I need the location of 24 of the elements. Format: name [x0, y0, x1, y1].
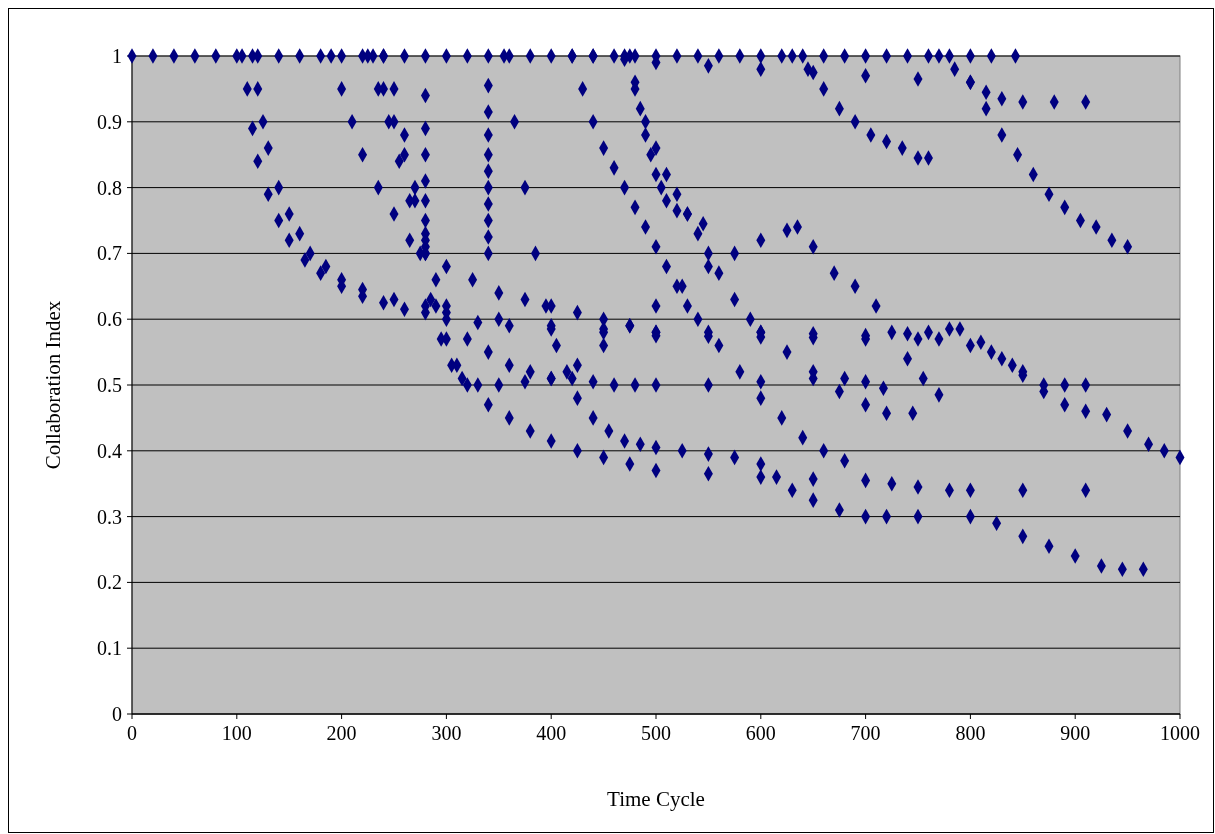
- y-tick-label: 0: [112, 703, 122, 725]
- y-tick-label: 0.7: [97, 242, 122, 265]
- x-tick-label: 700: [850, 722, 881, 744]
- y-axis-title: Collaboration Index: [41, 300, 65, 470]
- x-tick-label: 400: [536, 722, 567, 744]
- x-tick-label: 300: [431, 722, 462, 744]
- y-tick-label: 1: [112, 45, 122, 67]
- x-tick-label: 1000: [1160, 722, 1200, 744]
- y-tick-label: 0.4: [97, 439, 122, 462]
- y-tick-label: 0.9: [97, 110, 122, 133]
- x-tick-label: 900: [1060, 722, 1091, 744]
- y-tick-label: 0.8: [97, 176, 122, 199]
- y-tick-label: 0.3: [97, 505, 122, 528]
- x-tick-label: 0: [127, 722, 137, 744]
- y-tick-label: 0.6: [97, 308, 122, 331]
- y-tick-label: 0.2: [97, 571, 122, 594]
- x-tick-label: 500: [641, 722, 671, 744]
- y-tick-label: 0.1: [97, 637, 122, 660]
- x-axis-title: Time Cycle: [607, 787, 705, 811]
- x-tick-label: 600: [745, 722, 776, 744]
- x-tick-label: 800: [955, 722, 986, 744]
- x-tick-label: 200: [326, 722, 357, 744]
- y-tick-label: 0.5: [97, 374, 122, 396]
- x-tick-label: 100: [221, 722, 252, 744]
